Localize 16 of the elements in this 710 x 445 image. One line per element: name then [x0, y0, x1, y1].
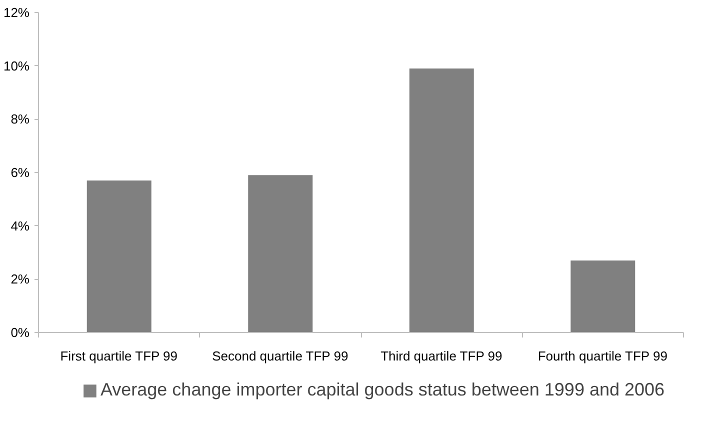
bar: [248, 175, 313, 332]
y-tick-label: 4%: [10, 218, 30, 234]
y-tick-label: 2%: [10, 272, 30, 287]
x-tick-label: First quartile TFP 99: [60, 348, 178, 364]
x-tick-label: Third quartile TFP 99: [380, 348, 502, 364]
x-tick-label: Second quartile TFP 99: [212, 348, 348, 364]
y-tick-label: 0%: [10, 325, 30, 340]
x-tick-label: Fourth quartile TFP 99: [538, 348, 668, 364]
y-tick-label: 6%: [10, 165, 30, 180]
legend-label: Average change importer capital goods status between 1999 and 2006: [100, 380, 665, 400]
y-tick-label: 8%: [10, 112, 30, 127]
bar: [570, 260, 636, 332]
bar: [409, 68, 474, 332]
y-tick-label: 12%: [3, 5, 30, 20]
y-tick-label: 10%: [3, 58, 30, 74]
bar: [86, 180, 152, 332]
